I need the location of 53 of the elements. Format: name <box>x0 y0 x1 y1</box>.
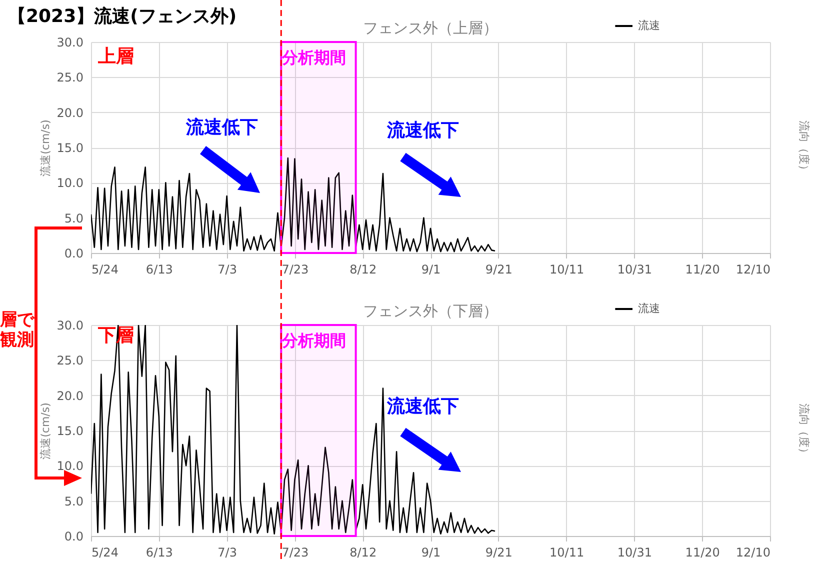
annotation: 上層 <box>98 46 134 68</box>
y2-axis-title: 流向（度） <box>798 120 810 176</box>
y-tick-label: 5.0 <box>64 211 84 226</box>
y-tick-label: 15.0 <box>56 141 84 155</box>
annotation: 流速低下 <box>387 396 459 418</box>
y-axis-title: 流速(cm/s) <box>38 402 52 460</box>
text: 【2023】流速(フェンス外) <box>8 6 237 28</box>
y-axis-title: 流速(cm/s) <box>38 120 52 176</box>
x-tick-label: 10/11 <box>550 262 584 276</box>
y-tick-label: 5.0 <box>64 494 84 508</box>
x-tick-label: 6/13 <box>146 262 173 276</box>
x-tick-label: 7/3 <box>218 546 237 560</box>
y2-axis-title: 流向（度） <box>798 404 810 458</box>
x-tick-label: 12/10 <box>736 546 770 560</box>
y-tick-label: 25.0 <box>56 70 84 85</box>
x-tick-label: 7/23 <box>282 262 309 276</box>
x-tick-label: 5/24 <box>92 546 118 560</box>
annotation: 流速低下 <box>387 120 459 142</box>
band-label: 分析期間 <box>281 331 346 350</box>
chart-title: フェンス外（上層） <box>363 19 498 37</box>
y-tick-label: 15.0 <box>56 424 84 438</box>
x-tick-label: 10/11 <box>550 546 584 560</box>
y-tick-label: 30.0 <box>56 318 84 332</box>
x-tick-label: 12/10 <box>736 262 770 276</box>
y-tick-label: 25.0 <box>56 354 84 368</box>
legend-label: 流速 <box>638 302 660 315</box>
x-tick-label: 9/21 <box>485 262 512 276</box>
y-tick-label: 0.0 <box>64 530 84 544</box>
text: 層で観測 <box>0 310 36 351</box>
legend-label: 流速 <box>638 19 660 32</box>
y-tick-label: 30.0 <box>56 36 84 50</box>
x-tick-label: 10/31 <box>617 262 652 276</box>
x-tick-label: 6/13 <box>146 546 173 560</box>
y-tick-label: 10.0 <box>56 459 84 474</box>
band-label: 分析期間 <box>281 48 346 67</box>
x-tick-label: 7/23 <box>282 546 309 560</box>
x-tick-label: 5/24 <box>92 262 118 276</box>
x-tick-label: 8/12 <box>350 262 377 276</box>
x-tick-label: 9/1 <box>421 262 441 276</box>
y-tick-label: 0.0 <box>64 246 84 260</box>
y-tick-label: 10.0 <box>56 176 84 190</box>
x-tick-label: 11/20 <box>685 546 720 560</box>
x-tick-label: 11/20 <box>685 262 720 276</box>
chart-title: フェンス外（下層） <box>363 302 498 320</box>
x-tick-label: 10/31 <box>617 546 652 560</box>
line-series <box>91 157 496 252</box>
annotation: 流速低下 <box>186 117 258 139</box>
y-tick-label: 20.0 <box>56 106 84 120</box>
x-tick-label: 9/21 <box>485 546 512 560</box>
x-tick-label: 7/3 <box>218 262 237 276</box>
x-tick-label: 8/12 <box>350 546 377 560</box>
x-tick-label: 9/1 <box>421 546 441 560</box>
y-tick-label: 20.0 <box>56 388 84 403</box>
